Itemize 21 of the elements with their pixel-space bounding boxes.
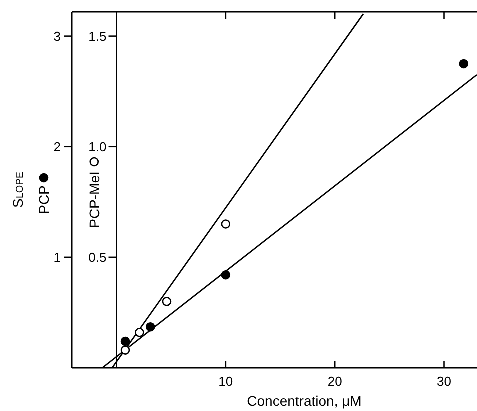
point <box>459 59 469 69</box>
x-tick-label: 30 <box>437 374 452 389</box>
point <box>221 270 231 280</box>
x-tick-label: 10 <box>218 374 234 389</box>
y2-tick-label: 0.5 <box>88 250 107 265</box>
point <box>162 297 172 306</box>
point <box>146 322 156 332</box>
y-tick-label: 3 <box>54 28 61 44</box>
x-tick-label: 20 <box>328 374 342 389</box>
x-axis-title: Concentration, μM <box>247 393 362 409</box>
legend-label: PCP-MeI <box>86 172 102 228</box>
point <box>221 220 231 229</box>
y-tick-label: 1 <box>54 250 61 265</box>
y-tick-label: 2 <box>54 139 61 154</box>
point <box>135 328 144 338</box>
point <box>120 346 130 355</box>
y2-tick-label: 1.0 <box>88 139 107 154</box>
y-axis-title: Slope <box>10 172 26 208</box>
point <box>120 336 130 346</box>
legend-label: PCP <box>36 186 52 214</box>
y2-tick-label: 1.5 <box>88 28 107 44</box>
